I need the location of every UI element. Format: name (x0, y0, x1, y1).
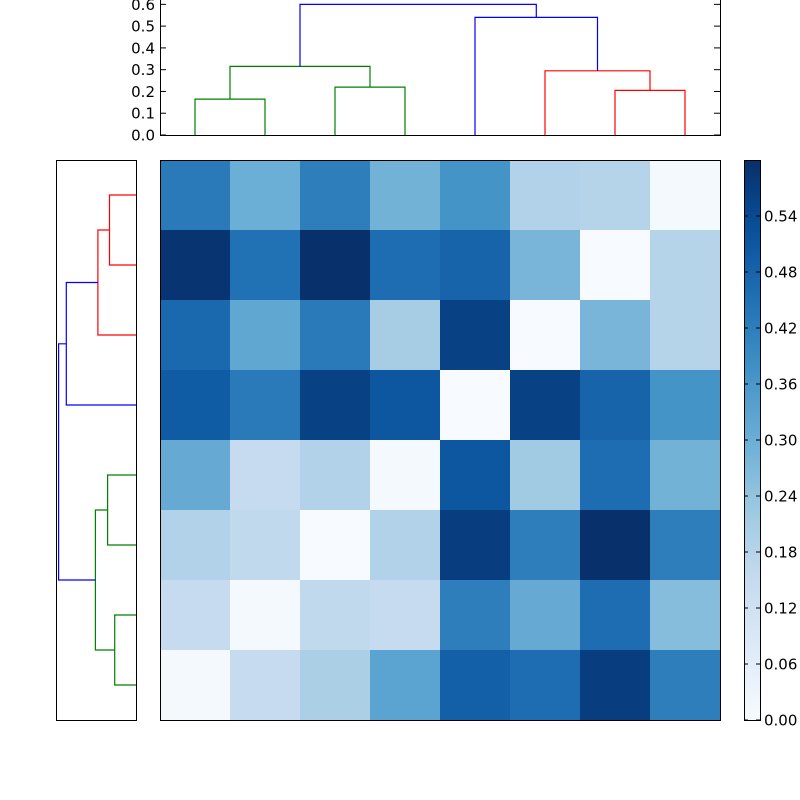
heatmap-cell (160, 440, 231, 511)
dendrogram-link (57, 343, 96, 581)
heatmap-cell (370, 300, 441, 371)
y-tick-label: 0.2 (131, 83, 155, 101)
colorbar-tick-label: 0.12 (764, 600, 797, 618)
heatmap-cell (370, 230, 441, 301)
colorbar-axis: 0.00 0.06 0.12 0.18 0.24 0.30 0.36 0.42 0.48 0.54 (744, 208, 797, 730)
heatmap-cell (440, 230, 511, 301)
heatmap-cell (300, 580, 371, 651)
heatmap-cell (230, 510, 301, 581)
heatmap-cell (370, 440, 441, 511)
colorbar-tick-label: 0.00 (764, 712, 797, 730)
heatmap-cell (440, 160, 511, 231)
y-tick-label: 0.6 (131, 0, 155, 14)
heatmap-cell (160, 580, 231, 651)
heatmap-cell (650, 650, 721, 721)
y-tick-label: 0.0 (131, 127, 155, 145)
heatmap-cell (160, 370, 231, 441)
colorbar-tick-label: 0.36 (764, 376, 797, 394)
y-tick-label: 0.1 (131, 105, 155, 123)
heatmap-cell (510, 300, 581, 371)
heatmap-cell (650, 440, 721, 511)
heatmap-cell (370, 510, 441, 581)
heatmap-cell (510, 160, 581, 231)
heatmap-cell (300, 300, 371, 371)
y-tick-label: 0.5 (131, 18, 155, 36)
heatmap-cell (300, 650, 371, 721)
heatmap-cell (300, 440, 371, 511)
heatmap-cell (160, 300, 231, 371)
heatmap-cell (300, 510, 371, 581)
heatmap-cell (370, 650, 441, 721)
heatmap-cell (300, 160, 371, 231)
heatmap-cell (370, 160, 441, 231)
heatmap-cell (650, 370, 721, 441)
heatmap-frame (160, 160, 721, 721)
heatmap-cell (370, 370, 441, 441)
heatmap-cell (580, 580, 651, 651)
heatmap-cell (510, 440, 581, 511)
colorbar-tick-label: 0.30 (764, 432, 797, 450)
heatmap-cell (160, 510, 231, 581)
heatmap-cell (300, 230, 371, 301)
heatmap-cell (230, 440, 301, 511)
heatmap-cell (230, 370, 301, 441)
y-tick-label: 0.4 (131, 39, 155, 57)
colorbar-tick-label: 0.48 (764, 264, 797, 282)
dendrogram-link (299, 3, 537, 67)
heatmap-cell (580, 510, 651, 581)
top-dendrogram (194, 3, 686, 135)
top-dendrogram-frame (160, 0, 721, 136)
heatmap-cell (160, 650, 231, 721)
heatmap-cell (160, 230, 231, 301)
heatmap-cell (300, 370, 371, 441)
heatmap-cell (230, 160, 301, 231)
colorbar-tick-label: 0.18 (764, 544, 797, 562)
heatmap-cell (440, 370, 511, 441)
colorbar-tick-label: 0.54 (764, 208, 797, 226)
heatmap-cell (230, 230, 301, 301)
heatmap-cell (510, 580, 581, 651)
heatmap-cell (580, 650, 651, 721)
heatmap-cell (510, 370, 581, 441)
colorbar-tick-label: 0.42 (764, 320, 797, 338)
y-tick-label: 0.3 (131, 61, 155, 79)
heatmap-cell (650, 300, 721, 371)
heatmap-cell (230, 650, 301, 721)
heatmap-cell (510, 230, 581, 301)
heatmap-cell (440, 650, 511, 721)
heatmap-cell (580, 370, 651, 441)
heatmap-cell (230, 300, 301, 371)
heatmap-cell (440, 510, 511, 581)
top-dendrogram-y-axis: 0.0 0.1 0.2 0.3 0.4 0.5 0.6 (131, 0, 720, 145)
heatmap-cell (650, 230, 721, 301)
heatmap-cell (580, 160, 651, 231)
heatmap-cell (580, 440, 651, 511)
heatmap-cell (440, 440, 511, 511)
heatmap-cell (650, 580, 721, 651)
heatmap-cell (230, 580, 301, 651)
heatmap-cell (440, 300, 511, 371)
heatmap-cell (510, 650, 581, 721)
heatmap-cells (160, 160, 721, 721)
heatmap-cell (370, 580, 441, 651)
heatmap-cell (650, 510, 721, 581)
heatmap-cell (160, 160, 231, 231)
heatmap-cell (510, 510, 581, 581)
heatmap-cell (650, 160, 721, 231)
heatmap-cell (440, 580, 511, 651)
colorbar-tick-label: 0.06 (764, 656, 797, 674)
colorbar-tick-label: 0.24 (764, 488, 797, 506)
heatmap-cell (580, 300, 651, 371)
left-dendrogram (57, 194, 136, 686)
left-dendrogram-frame (56, 160, 137, 721)
heatmap-cell (580, 230, 651, 301)
